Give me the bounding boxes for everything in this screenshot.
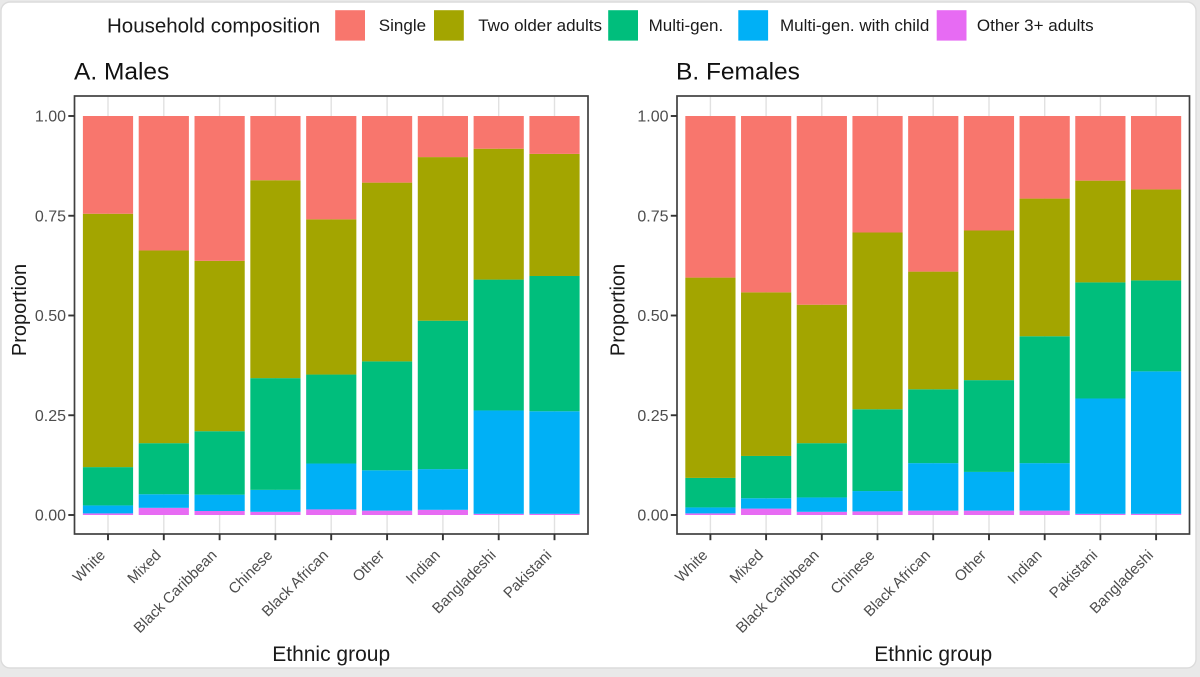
- svg-text:Single: Single: [379, 16, 426, 35]
- svg-text:1.00: 1.00: [35, 109, 66, 126]
- svg-text:1.00: 1.00: [637, 109, 668, 126]
- svg-text:0.00: 0.00: [637, 508, 668, 525]
- svg-text:Proportion: Proportion: [9, 264, 31, 356]
- svg-text:B. Females: B. Females: [676, 59, 800, 86]
- svg-text:Other 3+ adults: Other 3+ adults: [977, 16, 1094, 35]
- svg-text:Multi-gen. with child: Multi-gen. with child: [780, 16, 929, 35]
- svg-text:0.50: 0.50: [637, 308, 668, 325]
- svg-text:0.75: 0.75: [35, 208, 66, 225]
- svg-text:Ethnic group: Ethnic group: [272, 643, 390, 666]
- svg-text:0.00: 0.00: [35, 508, 66, 525]
- svg-text:0.25: 0.25: [35, 408, 66, 425]
- svg-text:Multi-gen.: Multi-gen.: [649, 16, 724, 35]
- svg-text:0.75: 0.75: [637, 208, 668, 225]
- svg-text:0.25: 0.25: [637, 408, 668, 425]
- svg-text:0.50: 0.50: [35, 308, 66, 325]
- svg-text:Two older adults: Two older adults: [478, 16, 602, 35]
- svg-text:Ethnic group: Ethnic group: [874, 643, 992, 666]
- svg-text:Proportion: Proportion: [608, 264, 630, 356]
- svg-text:Household composition: Household composition: [107, 15, 320, 38]
- svg-text:A. Males: A. Males: [74, 59, 169, 86]
